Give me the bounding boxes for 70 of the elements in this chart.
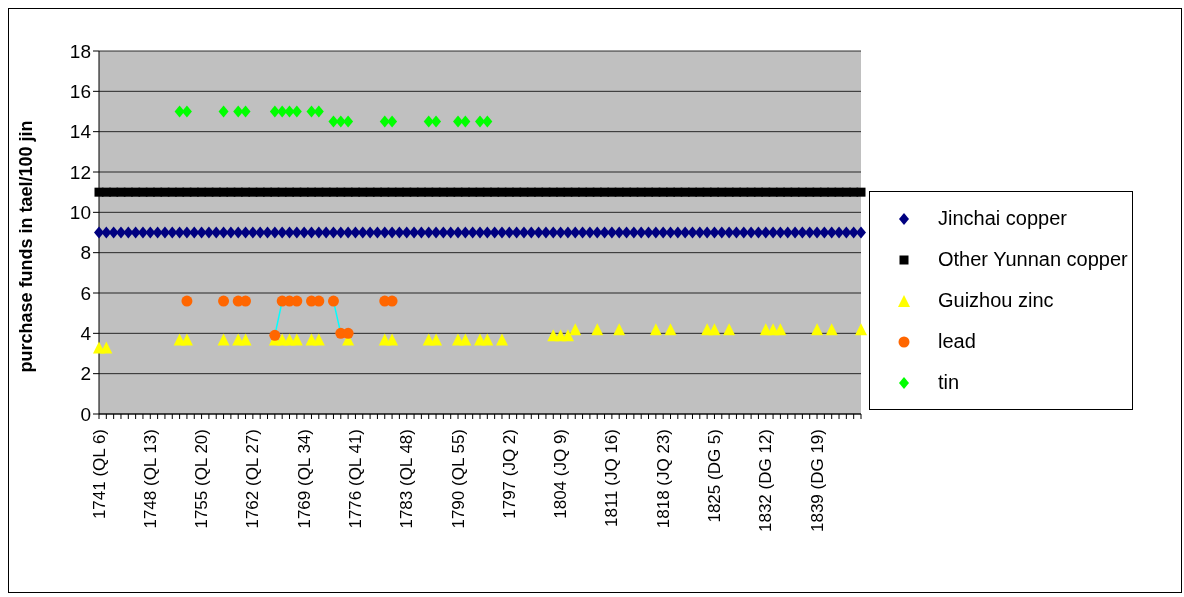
legend-label: Other Yunnan copper xyxy=(938,248,1128,271)
point xyxy=(181,295,193,307)
point xyxy=(774,323,787,336)
point xyxy=(269,329,281,341)
x-tick-label: 1839 (DG 19) xyxy=(807,429,827,532)
point xyxy=(723,323,736,336)
y-tick-label: 16 xyxy=(69,81,91,103)
point xyxy=(591,323,604,336)
x-tick-label: 1769 (QL 34) xyxy=(294,429,314,529)
y-tick-label: 4 xyxy=(80,323,92,345)
point xyxy=(459,333,472,346)
point xyxy=(379,115,390,128)
point xyxy=(290,333,303,346)
point xyxy=(431,115,442,128)
x-tick-label: 1790 (QL 55) xyxy=(448,429,468,529)
y-tick-label: 8 xyxy=(80,242,91,264)
point xyxy=(387,115,398,128)
x-tick-label: 1783 (QL 48) xyxy=(397,429,417,529)
x-tick-label: 1748 (QL 13) xyxy=(140,429,160,529)
point xyxy=(482,115,493,128)
y-tick-label: 14 xyxy=(69,121,92,143)
point xyxy=(708,323,721,336)
point xyxy=(100,341,113,354)
point xyxy=(240,295,252,307)
point xyxy=(481,333,494,346)
point xyxy=(811,323,824,336)
legend-label: Jinchai copper xyxy=(938,207,1067,230)
point xyxy=(239,333,252,346)
y-tick-label: 18 xyxy=(69,40,91,62)
x-tick-label: 1832 (DG 12) xyxy=(756,429,776,532)
x-tick-label: 1755 (QL 20) xyxy=(192,429,212,529)
point xyxy=(855,323,867,336)
x-tick-label: 1804 (JQ 9) xyxy=(551,429,571,519)
point xyxy=(475,115,485,128)
x-tick-label: 1825 (DG 5) xyxy=(704,429,724,523)
point xyxy=(495,333,508,346)
point xyxy=(327,295,339,307)
point xyxy=(569,323,582,336)
point xyxy=(312,333,325,346)
point xyxy=(218,105,229,118)
x-tick-label: 1762 (QL 27) xyxy=(243,429,263,529)
legend-label: tin xyxy=(938,371,960,394)
x-tick-label: 1797 (JQ 2) xyxy=(499,429,519,519)
y-tick-label: 0 xyxy=(80,403,91,425)
point xyxy=(269,105,280,118)
point xyxy=(217,333,230,346)
point xyxy=(561,329,574,342)
y-axis-title: purchase funds in tael/100 jin xyxy=(16,120,37,373)
y-tick-label: 10 xyxy=(69,202,91,224)
point xyxy=(174,105,185,118)
point xyxy=(180,333,193,346)
point xyxy=(343,115,354,128)
y-tick-label: 2 xyxy=(80,363,91,385)
legend-label: Guizhou zinc xyxy=(938,289,1054,312)
legend-label: lead xyxy=(938,330,976,353)
y-tick-label: 6 xyxy=(80,282,91,304)
x-tick-label: 1818 (JQ 23) xyxy=(653,429,673,529)
y-tick-label: 12 xyxy=(69,161,91,183)
point xyxy=(423,115,434,128)
point xyxy=(664,323,677,336)
x-tick-label: 1811 (JQ 16) xyxy=(602,429,622,527)
x-tick-label: 1741 (QL 6) xyxy=(89,429,109,520)
point xyxy=(613,323,626,336)
point xyxy=(386,333,399,346)
point xyxy=(430,333,443,346)
x-tick-label: 1776 (QL 41) xyxy=(345,429,365,529)
point xyxy=(825,323,838,336)
point xyxy=(460,115,471,128)
point xyxy=(649,323,662,336)
point xyxy=(218,295,230,307)
